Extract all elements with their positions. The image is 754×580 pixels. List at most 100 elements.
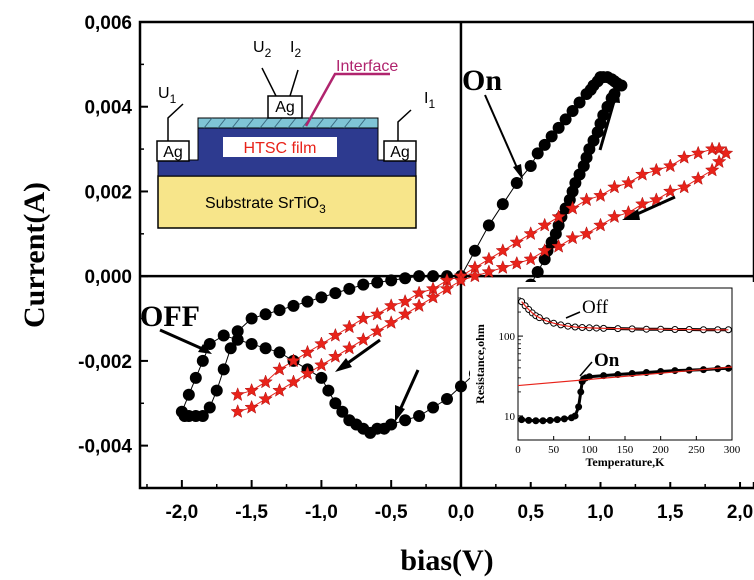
data-point-circle (196, 409, 209, 422)
data-point-circle (559, 113, 572, 126)
interface-pointer (304, 72, 390, 127)
data-point-star (649, 162, 664, 177)
x-tick-label: -1,0 (305, 502, 338, 523)
data-point-circle (413, 409, 426, 422)
data-point-star (495, 243, 511, 257)
data-point-star (383, 298, 399, 313)
data-point-circle (315, 291, 328, 304)
data-point-star (509, 255, 525, 270)
ag-right-label: Ag (390, 144, 410, 161)
data-point-star (258, 391, 273, 406)
data-point-circle (454, 380, 467, 393)
annotation-off: OFF (140, 300, 200, 333)
data-point-star (662, 158, 678, 173)
inset-x-title: Temperature,K (586, 455, 666, 469)
direction-arrows (159, 86, 676, 422)
data-point-star (662, 183, 678, 198)
inset-data-point (614, 371, 622, 379)
data-point-circle (545, 130, 558, 143)
data-point-circle (336, 405, 349, 418)
inset-x-tick-label: 150 (617, 444, 634, 456)
data-point-circle (538, 138, 551, 151)
data-point-star (369, 306, 385, 321)
inset-x-tick-label: 300 (724, 444, 741, 456)
inset-fit-line (517, 366, 733, 387)
y-tick-label: 0,002 (84, 182, 132, 203)
inset-x-tick-label: 250 (688, 444, 705, 456)
tick-labels: -2,0 -1,5 -1,0 -0,5 0,0 0,5 1,0 1,5 2,0 0,006 0,00… (78, 13, 753, 523)
data-point-star (565, 230, 580, 245)
x-tick-label: 0,5 (518, 502, 545, 523)
data-point-circle (217, 363, 230, 376)
data-point-circle (217, 329, 230, 342)
data-point-star (495, 259, 511, 274)
data-point-circle (231, 325, 244, 338)
interface-hatch (203, 117, 367, 129)
data-point-circle (427, 270, 440, 283)
y-tick-label: 0,000 (84, 267, 132, 288)
data-point-circle (231, 333, 244, 346)
data-point-circle (531, 147, 544, 160)
data-point-circle (245, 312, 258, 325)
inset-data-point (553, 416, 561, 424)
inset-x-tick-label: 100 (581, 444, 598, 456)
data-point-star (711, 141, 727, 156)
y-axis-title: Current(A) (18, 182, 51, 328)
ag-left-label: Ag (163, 144, 183, 161)
data-point-star (481, 264, 497, 279)
data-point-star (481, 251, 497, 266)
data-point-star (565, 200, 580, 215)
data-point-star (607, 179, 622, 194)
data-point-star (411, 285, 427, 300)
data-point-star (718, 145, 734, 160)
label-u2: U2 (253, 39, 272, 60)
inset-data-point (539, 417, 547, 425)
data-point-circle (315, 371, 328, 384)
inset-y-title: Resistance,ohm (473, 324, 487, 404)
data-point-star (425, 289, 441, 304)
data-point-star (328, 349, 343, 363)
data-point-star (537, 243, 552, 257)
data-point-star (342, 319, 357, 334)
inset-data-point (518, 416, 526, 424)
data-point-circle (196, 354, 209, 367)
data-point-circle (371, 276, 384, 289)
data-point-star (509, 234, 525, 249)
data-point-star (300, 344, 315, 359)
data-point-star (635, 166, 650, 181)
data-point-star (711, 154, 727, 169)
data-point-circle (573, 96, 586, 109)
data-point-circle (615, 79, 628, 92)
data-point-circle (329, 397, 342, 410)
data-point-star (230, 387, 245, 402)
data-point-star (230, 403, 245, 418)
data-point-circle (287, 299, 300, 312)
inset-data-point (571, 412, 579, 420)
x-tick-label: -2,0 (165, 502, 198, 523)
inset-on-pointer (579, 361, 593, 377)
data-point-star (579, 226, 594, 241)
label-i2: I2 (290, 39, 301, 60)
data-point-circle (301, 295, 314, 308)
data-point-star (300, 365, 315, 380)
label-u1: U1 (158, 85, 177, 106)
ag-contact-top (267, 95, 303, 119)
data-point-circle (468, 244, 481, 257)
inset-ticks: 0 50 100 150 200 250 300 100 10 (499, 297, 741, 456)
data-point-star (244, 382, 259, 397)
data-point-star (704, 162, 720, 177)
data-point-star (272, 361, 287, 376)
data-point-star (635, 196, 650, 211)
data-point-star (551, 209, 566, 224)
data-point-circle (259, 308, 272, 321)
data-point-circle (427, 401, 440, 414)
data-point-circle (552, 121, 565, 134)
data-point-circle (210, 384, 223, 397)
data-point-circle (531, 265, 544, 278)
data-point-star (272, 382, 287, 397)
x-tick-label: -1,5 (235, 502, 268, 523)
data-point-circle (357, 278, 370, 291)
data-point-star (314, 336, 329, 351)
annotation-on: On (462, 64, 502, 97)
data-point-circle (399, 414, 412, 427)
